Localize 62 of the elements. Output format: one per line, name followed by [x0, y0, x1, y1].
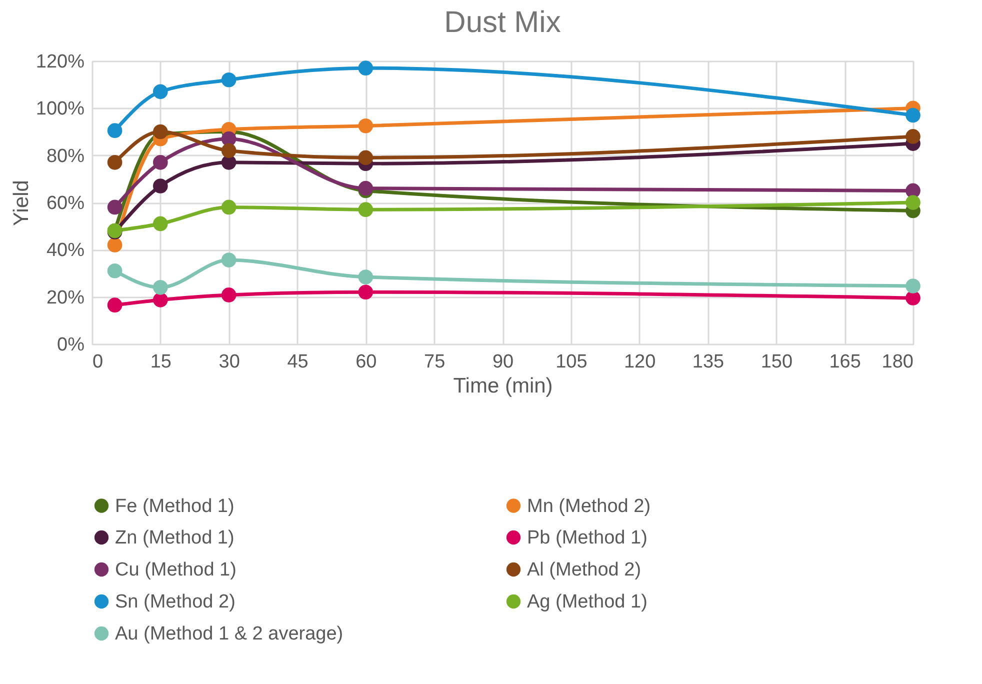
point — [107, 200, 122, 215]
x-tick-label: 45 — [287, 352, 308, 372]
point — [906, 278, 920, 294]
point — [107, 155, 122, 170]
x-tick-label: 75 — [424, 352, 446, 372]
legend-label: Ag (Method 1) — [527, 592, 648, 612]
x-tick-label: 165 — [829, 352, 861, 372]
point — [153, 124, 168, 140]
point — [107, 238, 122, 252]
y-tick-label: 120% — [36, 52, 85, 72]
point — [153, 280, 168, 295]
legend-label: Pb (Method 1) — [527, 528, 648, 548]
point — [153, 84, 168, 100]
point — [221, 72, 236, 88]
y-tick-label: 0% — [57, 334, 85, 356]
point — [107, 298, 122, 312]
x-tick-label: 120 — [624, 352, 656, 372]
point — [221, 200, 236, 215]
legend-label: Cu (Method 1) — [115, 560, 236, 580]
y-tick-label: 80% — [46, 146, 85, 167]
y-tick-label: 40% — [46, 240, 85, 262]
x-axis-title: Time (min) — [453, 374, 553, 398]
x-tick-label: 150 — [760, 352, 793, 372]
y-tick-label: 20% — [46, 287, 85, 308]
point — [906, 195, 920, 210]
point — [906, 108, 920, 123]
legend-label: Fe (Method 1) — [115, 496, 234, 517]
point — [906, 290, 920, 306]
legend-label: Al (Method 2) — [527, 560, 642, 580]
point — [906, 129, 920, 144]
y-tick-label: 60% — [46, 193, 85, 214]
point — [221, 288, 236, 302]
point — [906, 183, 920, 198]
point — [358, 202, 374, 217]
point — [107, 123, 122, 138]
y-axis-title: Yield — [10, 180, 33, 226]
x-tick-label: 60 — [356, 352, 377, 372]
legend-label: Zn (Method 1) — [115, 528, 234, 548]
point — [358, 150, 374, 166]
point — [153, 292, 168, 308]
x-tick-label: 180 — [882, 352, 914, 372]
point — [358, 118, 374, 134]
point — [358, 284, 374, 300]
x-tick-label: 90 — [492, 352, 514, 372]
point — [153, 178, 168, 194]
point — [358, 270, 374, 284]
point — [221, 143, 236, 158]
legend-label: Mn (Method 2) — [527, 496, 651, 517]
point — [153, 155, 168, 170]
x-tick-label: 30 — [218, 352, 240, 372]
legend-label: Au (Method 1 & 2 average) — [115, 624, 344, 644]
x-tick-label: 0 — [92, 352, 104, 372]
point — [358, 60, 374, 76]
x-tick-label: 15 — [150, 352, 172, 372]
y-tick-label: 100% — [36, 98, 85, 120]
x-tick-label: 135 — [692, 352, 724, 372]
chart-title: Dust Mix — [444, 6, 561, 39]
point — [107, 263, 122, 278]
point — [153, 216, 168, 232]
point — [221, 252, 236, 268]
legend-label: Sn (Method 2) — [115, 592, 236, 612]
x-tick-label: 105 — [556, 352, 588, 372]
